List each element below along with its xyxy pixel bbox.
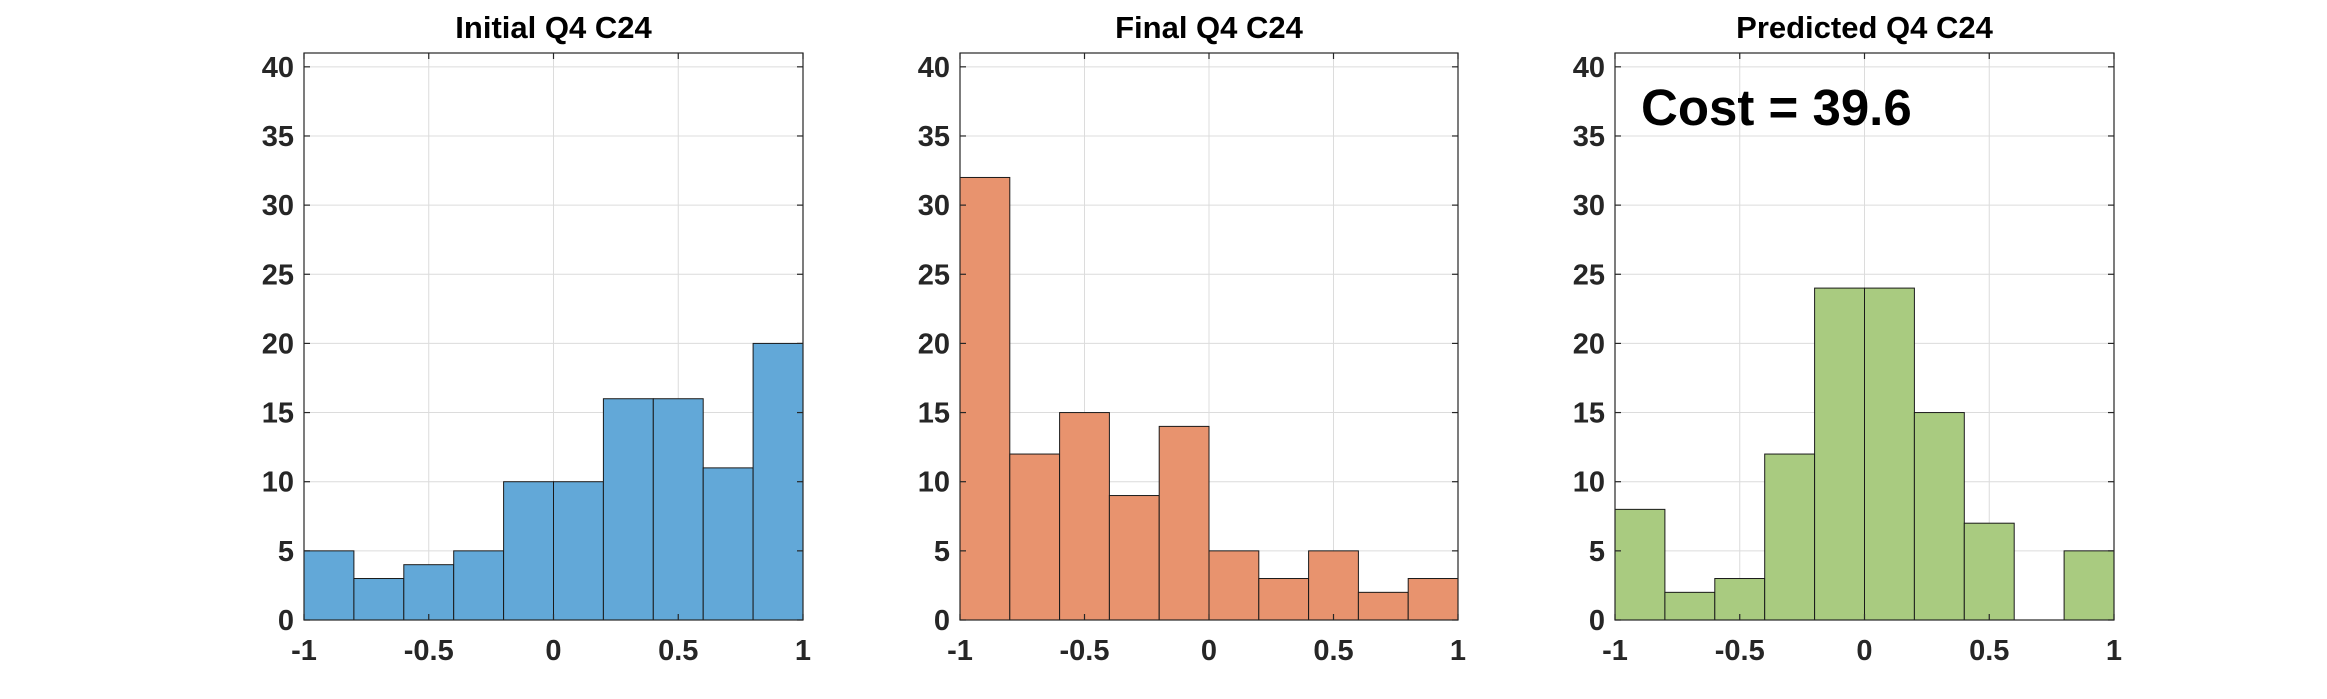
histogram-bar [1108, 495, 1160, 621]
chart-title: Final Q4 C24 [1115, 10, 1304, 45]
y-tick-label: 35 [1573, 121, 1605, 153]
y-tick-label: 5 [934, 536, 950, 568]
histogram-bar [1864, 287, 1915, 621]
x-tick-label: -1 [291, 635, 317, 667]
y-tick-label: 5 [278, 536, 294, 568]
histogram-bar [1308, 550, 1359, 621]
histogram-bar [1913, 412, 1965, 621]
y-tick-label: 35 [918, 121, 950, 153]
histogram-bar [1258, 578, 1310, 621]
cost-annotation: Cost = 39.6 [1641, 79, 1912, 136]
chart-title: Initial Q4 C24 [455, 10, 652, 45]
histogram-bar [1764, 453, 1816, 621]
x-tick-label: -0.5 [1715, 635, 1765, 667]
histogram-bar [1009, 453, 1061, 621]
x-tick-label: 1 [1450, 635, 1466, 667]
x-tick-label: 0.5 [1313, 635, 1353, 667]
histogram-bar [1664, 591, 1716, 621]
y-tick-label: 30 [1573, 190, 1605, 222]
histogram-bar [602, 398, 654, 621]
y-tick-label: 5 [1589, 536, 1605, 568]
y-tick-label: 40 [1573, 52, 1605, 84]
histogram-bar [959, 176, 1011, 621]
histogram-bar [1208, 550, 1260, 621]
y-tick-label: 25 [918, 259, 950, 291]
histogram-bar [403, 564, 455, 621]
histogram-bar [1059, 412, 1110, 621]
y-tick-label: 0 [1589, 605, 1605, 637]
y-tick-label: 15 [262, 398, 294, 430]
histogram-bar [453, 550, 505, 621]
histogram-bar [1407, 578, 1459, 621]
histogram-bar [2063, 550, 2115, 621]
y-tick-label: 40 [262, 52, 294, 84]
x-tick-label: 1 [2106, 635, 2122, 667]
chart-title: Predicted Q4 C24 [1736, 10, 1993, 45]
x-tick-label: 0 [1856, 635, 1872, 667]
y-tick-label: 15 [918, 398, 950, 430]
x-tick-label: -0.5 [404, 635, 454, 667]
y-tick-label: 10 [262, 467, 294, 499]
y-tick-label: 30 [918, 190, 950, 222]
histogram-bar [652, 398, 704, 621]
histogram-bar [1814, 287, 1865, 621]
y-tick-label: 35 [262, 121, 294, 153]
histogram-bar [1963, 522, 2015, 621]
y-tick-label: 10 [1573, 467, 1605, 499]
x-tick-label: -0.5 [1060, 635, 1110, 667]
histogram-bar [1614, 508, 1666, 621]
y-tick-label: 0 [934, 605, 950, 637]
histogram-bar [1714, 578, 1766, 621]
y-tick-label: 20 [262, 328, 294, 360]
histogram-bar [353, 578, 405, 621]
histogram-bar [752, 342, 804, 621]
y-tick-label: 20 [918, 328, 950, 360]
y-tick-label: 10 [918, 467, 950, 499]
x-tick-label: -1 [947, 635, 973, 667]
y-tick-label: 25 [1573, 259, 1605, 291]
y-tick-label: 40 [918, 52, 950, 84]
histogram-bar [553, 481, 604, 621]
histogram-bar [1357, 591, 1409, 621]
histogram-bar [503, 481, 555, 621]
x-tick-label: 0.5 [1969, 635, 2009, 667]
y-tick-label: 20 [1573, 328, 1605, 360]
y-tick-label: 30 [262, 190, 294, 222]
x-tick-label: 0 [1201, 635, 1217, 667]
x-tick-label: 0 [545, 635, 561, 667]
x-tick-label: 0.5 [658, 635, 698, 667]
x-tick-label: 1 [795, 635, 811, 667]
y-tick-label: 25 [262, 259, 294, 291]
histogram-bar [702, 467, 754, 621]
histogram-bar [303, 550, 355, 621]
y-tick-label: 0 [278, 605, 294, 637]
histogram-bar [1158, 425, 1210, 621]
x-tick-label: -1 [1602, 635, 1628, 667]
y-tick-label: 15 [1573, 398, 1605, 430]
